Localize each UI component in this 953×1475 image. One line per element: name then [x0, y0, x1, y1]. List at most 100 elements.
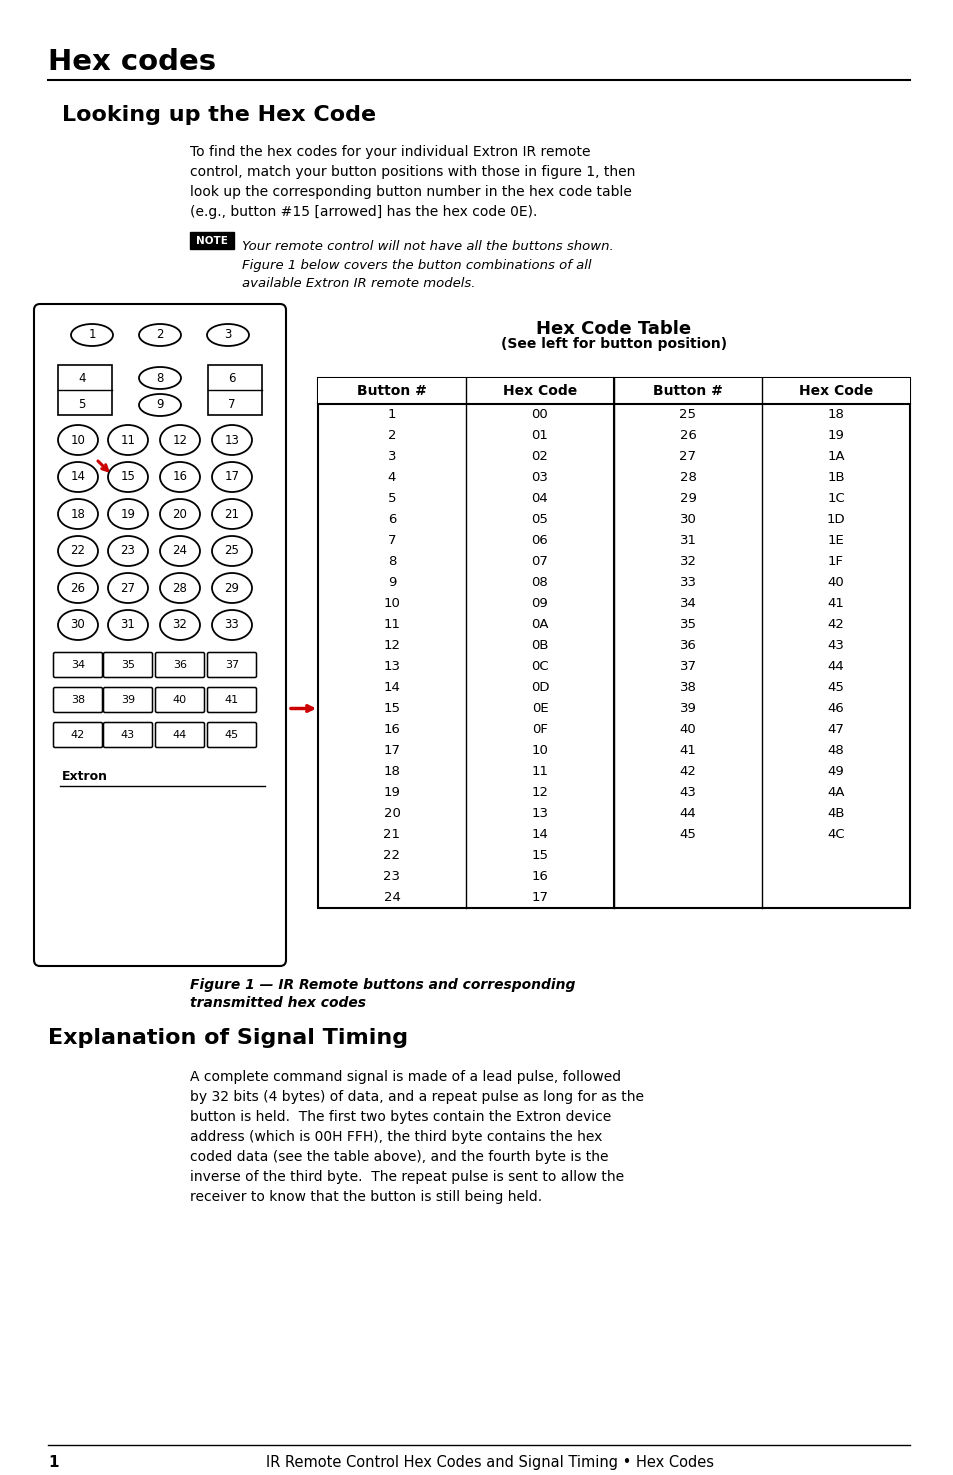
Text: 4A: 4A [826, 786, 843, 799]
Text: Extron: Extron [62, 770, 108, 783]
Text: 18: 18 [71, 507, 86, 521]
Text: 1F: 1F [827, 555, 843, 568]
Ellipse shape [160, 572, 200, 603]
Ellipse shape [212, 499, 252, 530]
Text: 18: 18 [383, 766, 400, 777]
Text: 31: 31 [120, 618, 135, 631]
Ellipse shape [207, 324, 249, 347]
Ellipse shape [139, 394, 181, 416]
Text: Your remote control will not have all the buttons shown.
Figure 1 below covers t: Your remote control will not have all th… [242, 240, 613, 291]
Text: 22: 22 [383, 850, 400, 861]
Text: 29: 29 [679, 493, 696, 504]
Ellipse shape [58, 535, 98, 566]
Text: 26: 26 [679, 429, 696, 442]
Text: 10: 10 [383, 597, 400, 611]
Text: 41: 41 [826, 597, 843, 611]
Text: 19: 19 [826, 429, 843, 442]
Text: Hex Code: Hex Code [798, 384, 872, 398]
Text: 34: 34 [679, 597, 696, 611]
Text: 8: 8 [388, 555, 395, 568]
Ellipse shape [212, 425, 252, 454]
Text: 42: 42 [71, 730, 85, 740]
Text: 44: 44 [679, 807, 696, 820]
Text: 46: 46 [827, 702, 843, 715]
Ellipse shape [212, 611, 252, 640]
Ellipse shape [108, 499, 148, 530]
Text: A complete command signal is made of a lead pulse, followed
by 32 bits (4 bytes): A complete command signal is made of a l… [190, 1069, 643, 1204]
Text: 31: 31 [679, 534, 696, 547]
Text: 45: 45 [826, 681, 843, 695]
FancyBboxPatch shape [53, 687, 102, 712]
Text: 0C: 0C [531, 659, 548, 673]
Text: 12: 12 [172, 434, 188, 447]
FancyBboxPatch shape [53, 652, 102, 677]
Text: 28: 28 [679, 471, 696, 484]
FancyBboxPatch shape [53, 723, 102, 748]
Text: 8: 8 [156, 372, 164, 385]
Text: 23: 23 [383, 870, 400, 884]
Text: 26: 26 [71, 581, 86, 594]
Text: 42: 42 [826, 618, 843, 631]
Text: 13: 13 [224, 434, 239, 447]
Bar [317, 378, 909, 909]
Text: Hex Code: Hex Code [502, 384, 577, 398]
Ellipse shape [212, 572, 252, 603]
Ellipse shape [160, 611, 200, 640]
Text: 38: 38 [71, 695, 85, 705]
Bar [317, 488, 909, 509]
Text: 0E: 0E [531, 702, 548, 715]
Text: 44: 44 [827, 659, 843, 673]
Text: 19: 19 [383, 786, 400, 799]
Text: 2: 2 [387, 429, 395, 442]
Text: 15: 15 [120, 471, 135, 484]
Text: 19: 19 [120, 507, 135, 521]
Text: 44: 44 [172, 730, 187, 740]
FancyBboxPatch shape [58, 364, 112, 414]
FancyBboxPatch shape [103, 652, 152, 677]
Text: 9: 9 [156, 398, 164, 412]
Text: 37: 37 [225, 659, 239, 670]
Bar [317, 740, 909, 761]
Text: 4C: 4C [826, 827, 844, 841]
Text: 38: 38 [679, 681, 696, 695]
Text: 9: 9 [388, 577, 395, 589]
Text: 1A: 1A [826, 450, 844, 463]
Text: 21: 21 [383, 827, 400, 841]
Text: 32: 32 [172, 618, 187, 631]
Text: 16: 16 [383, 723, 400, 736]
Text: 33: 33 [224, 618, 239, 631]
Text: 4: 4 [78, 372, 86, 385]
Text: Button #: Button # [356, 384, 427, 398]
Text: 40: 40 [172, 695, 187, 705]
Text: 06: 06 [531, 534, 548, 547]
FancyBboxPatch shape [155, 723, 204, 748]
Text: NOTE: NOTE [196, 236, 228, 245]
Ellipse shape [108, 462, 148, 493]
Text: 11: 11 [531, 766, 548, 777]
Text: (See left for button position): (See left for button position) [500, 336, 726, 351]
Ellipse shape [58, 611, 98, 640]
Ellipse shape [71, 324, 112, 347]
Bar [317, 656, 909, 677]
Bar [317, 825, 909, 845]
Text: 45: 45 [225, 730, 239, 740]
Ellipse shape [139, 324, 181, 347]
FancyBboxPatch shape [155, 652, 204, 677]
Text: 0A: 0A [531, 618, 548, 631]
Bar [317, 698, 909, 718]
FancyBboxPatch shape [34, 304, 286, 966]
Ellipse shape [212, 535, 252, 566]
Text: 27: 27 [679, 450, 696, 463]
Text: 5: 5 [78, 398, 86, 412]
Text: 25: 25 [679, 409, 696, 420]
Text: 23: 23 [120, 544, 135, 558]
Text: 20: 20 [172, 507, 187, 521]
Bar [317, 530, 909, 552]
FancyBboxPatch shape [208, 364, 262, 414]
Text: 14: 14 [71, 471, 86, 484]
Text: 2: 2 [156, 329, 164, 342]
Text: 37: 37 [679, 659, 696, 673]
Text: 15: 15 [531, 850, 548, 861]
Text: 30: 30 [679, 513, 696, 527]
Text: 0B: 0B [531, 639, 548, 652]
